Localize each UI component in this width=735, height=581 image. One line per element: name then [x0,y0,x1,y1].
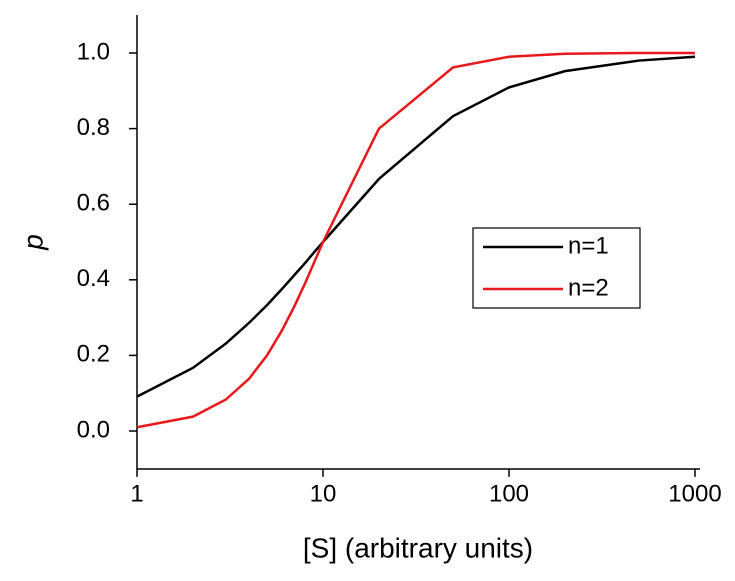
y-tick-label: 0.8 [77,114,110,141]
x-axis-label: [S] (arbitrary units) [303,532,533,563]
legend-label: n=2 [568,274,609,301]
x-tick-label: 1000 [668,480,721,507]
x-tick-label: 10 [310,480,337,507]
y-tick-label: 0.0 [77,416,110,443]
y-tick-label: 0.6 [77,190,110,217]
legend-label: n=1 [568,232,609,259]
x-tick-label: 100 [489,480,529,507]
series-line [136,51,695,429]
y-tick-label: 0.4 [77,265,110,292]
y-tick-label: 0.2 [77,341,110,368]
legend-box [472,227,641,309]
x-tick-label: 1 [130,480,143,507]
y-tick-label: 1.0 [77,38,110,65]
series-line [136,55,696,398]
y-axis-label: p [17,234,48,251]
